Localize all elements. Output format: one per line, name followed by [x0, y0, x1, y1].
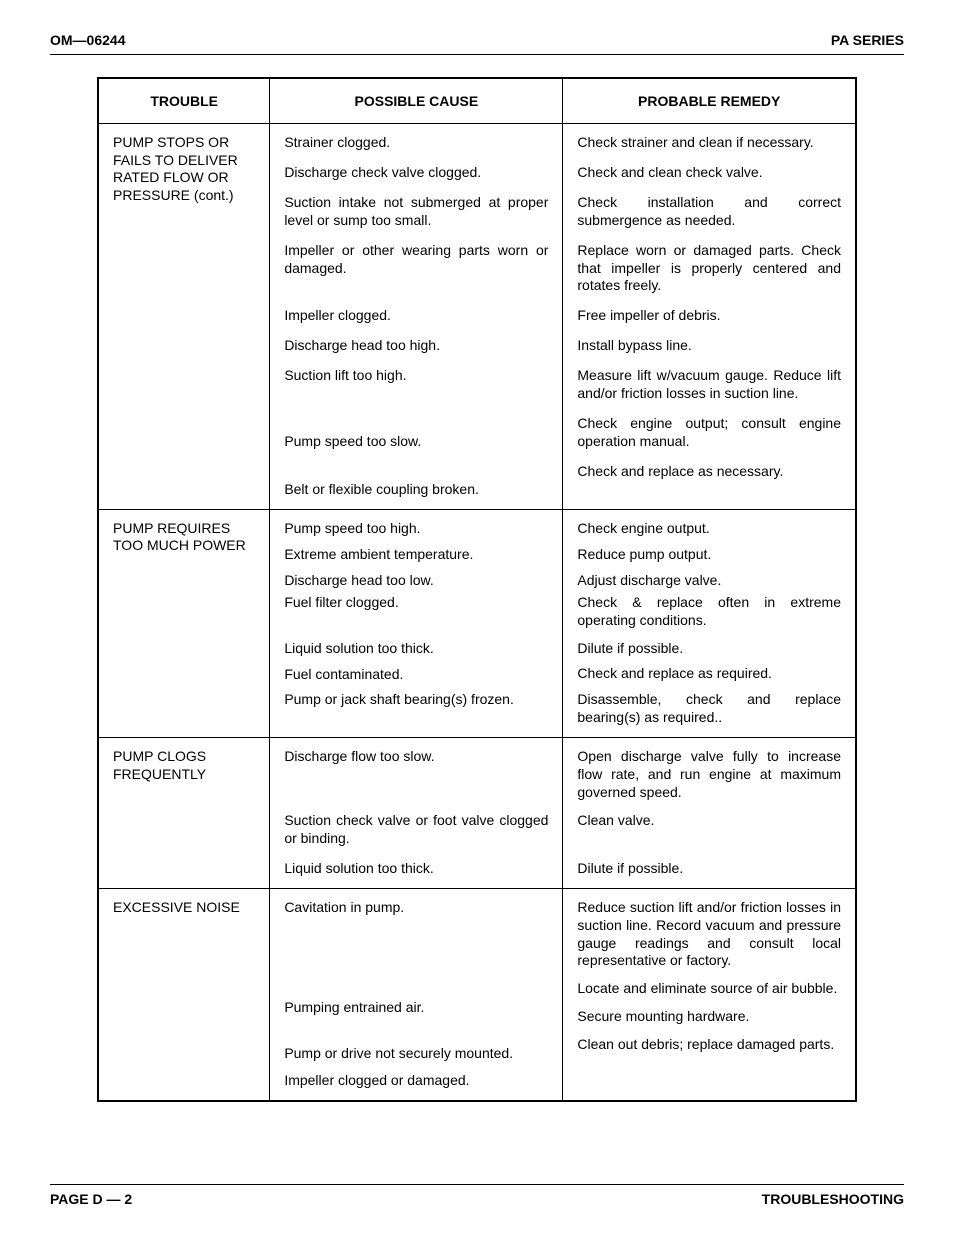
cause-cell: Strainer clogged. Discharge check valve … — [270, 124, 563, 510]
remedy-text: Dilute if possible. — [577, 640, 841, 658]
remedy-cell: Open discharge valve fully to increase f… — [563, 738, 856, 889]
page-footer: PAGE D — 2 TROUBLESHOOTING — [50, 1184, 904, 1207]
cause-text: Belt or flexible coupling broken. — [284, 481, 548, 499]
cause-text: Suction intake not submerged at proper l… — [284, 194, 548, 230]
table-row: PUMP CLOGS FREQUENTLY Discharge flow too… — [98, 738, 856, 889]
trouble-label: EXCESSIVE NOISE — [113, 899, 255, 917]
remedy-text: Dilute if possible. — [577, 860, 841, 878]
remedy-text: Reduce pump output. — [577, 546, 841, 564]
remedy-cell: Check engine output. Reduce pump output.… — [563, 509, 856, 737]
col-header-cause: POSSIBLE CAUSE — [270, 78, 563, 124]
cause-text: Pump or jack shaft bearing(s) frozen. — [284, 691, 548, 709]
remedy-text: Locate and eliminate source of air bubbl… — [577, 980, 841, 998]
cause-cell: Discharge flow too slow. Suction check v… — [270, 738, 563, 889]
header-right: PA SERIES — [831, 32, 904, 48]
trouble-label: PUMP CLOGS FREQUENTLY — [113, 748, 255, 783]
table-row: EXCESSIVE NOISE Cavitation in pump. Pump… — [98, 888, 856, 1101]
remedy-text: Check and clean check valve. — [577, 164, 841, 182]
cause-text: Impeller clogged or damaged. — [284, 1072, 548, 1090]
footer-right: TROUBLESHOOTING — [762, 1191, 904, 1207]
remedy-text: Check engine output; consult engine oper… — [577, 415, 841, 451]
remedy-text: Install bypass line. — [577, 337, 841, 355]
remedy-text: Clean valve. — [577, 812, 841, 830]
trouble-cell: PUMP STOPS OR FAILS TO DELIVER RATED FLO… — [98, 124, 270, 510]
cause-text: Extreme ambient temperature. — [284, 546, 548, 564]
col-header-remedy: PROBABLE REMEDY — [563, 78, 856, 124]
cause-text: Liquid solution too thick. — [284, 860, 548, 878]
cause-text: Pumping entrained air. — [284, 999, 548, 1017]
cause-text: Fuel filter clogged. — [284, 594, 548, 612]
cause-text: Liquid solution too thick. — [284, 640, 548, 658]
cause-text: Discharge head too high. — [284, 337, 548, 355]
remedy-text: Open discharge valve fully to increase f… — [577, 748, 841, 802]
table-header-row: TROUBLE POSSIBLE CAUSE PROBABLE REMEDY — [98, 78, 856, 124]
cause-cell: Cavitation in pump. Pumping entrained ai… — [270, 888, 563, 1101]
remedy-text: Replace worn or damaged parts. Check tha… — [577, 242, 841, 296]
troubleshooting-table: TROUBLE POSSIBLE CAUSE PROBABLE REMEDY P… — [97, 77, 857, 1102]
table-row: PUMP STOPS OR FAILS TO DELIVER RATED FLO… — [98, 124, 856, 510]
remedy-text: Free impeller of debris. — [577, 307, 841, 325]
remedy-text: Check installation and correct submergen… — [577, 194, 841, 230]
remedy-text: Adjust discharge valve. — [577, 572, 841, 590]
cause-text: Discharge head too low. — [284, 572, 548, 590]
cause-text: Strainer clogged. — [284, 134, 548, 152]
remedy-text: Check and replace as necessary. — [577, 463, 841, 481]
col-header-trouble: TROUBLE — [98, 78, 270, 124]
cause-text: Pump or drive not securely mounted. — [284, 1045, 548, 1063]
remedy-text: Check engine output. — [577, 520, 841, 538]
trouble-label: PUMP REQUIRES TOO MUCH POWER — [113, 520, 255, 555]
cause-text: Pump speed too slow. — [284, 433, 548, 451]
cause-text: Pump speed too high. — [284, 520, 548, 538]
cause-text: Discharge check valve clogged. — [284, 164, 548, 182]
cause-text: Cavitation in pump. — [284, 899, 548, 917]
table-row: PUMP REQUIRES TOO MUCH POWER Pump speed … — [98, 509, 856, 737]
remedy-text: Check & replace often in extreme operati… — [577, 594, 841, 630]
remedy-text: Check strainer and clean if necessary. — [577, 134, 841, 152]
trouble-cell: EXCESSIVE NOISE — [98, 888, 270, 1101]
remedy-cell: Reduce suction lift and/or friction loss… — [563, 888, 856, 1101]
page: OM—06244 PA SERIES TROUBLE POSSIBLE CAUS… — [0, 0, 954, 1235]
remedy-text: Clean out debris; replace damaged parts. — [577, 1036, 841, 1054]
trouble-label: PUMP STOPS OR FAILS TO DELIVER RATED FLO… — [113, 134, 255, 204]
cause-text: Suction lift too high. — [284, 367, 548, 385]
header-left: OM—06244 — [50, 32, 125, 48]
cause-text: Fuel contaminated. — [284, 666, 548, 684]
cause-text: Impeller or other wearing parts worn or … — [284, 242, 548, 278]
remedy-text: Secure mounting hardware. — [577, 1008, 841, 1026]
cause-cell: Pump speed too high. Extreme ambient tem… — [270, 509, 563, 737]
page-header: OM—06244 PA SERIES — [50, 32, 904, 55]
footer-left: PAGE D — 2 — [50, 1191, 132, 1207]
trouble-cell: PUMP REQUIRES TOO MUCH POWER — [98, 509, 270, 737]
trouble-cell: PUMP CLOGS FREQUENTLY — [98, 738, 270, 889]
cause-text: Suction check valve or foot valve clogge… — [284, 812, 548, 848]
remedy-text: Measure lift w/vacuum gauge. Reduce lift… — [577, 367, 841, 403]
remedy-text: Check and replace as required. — [577, 665, 841, 683]
remedy-cell: Check strainer and clean if necessary. C… — [563, 124, 856, 510]
cause-text: Discharge flow too slow. — [284, 748, 548, 766]
remedy-text: Reduce suction lift and/or friction loss… — [577, 899, 841, 971]
remedy-text: Disassemble, check and replace bearing(s… — [577, 691, 841, 727]
cause-text: Impeller clogged. — [284, 307, 548, 325]
